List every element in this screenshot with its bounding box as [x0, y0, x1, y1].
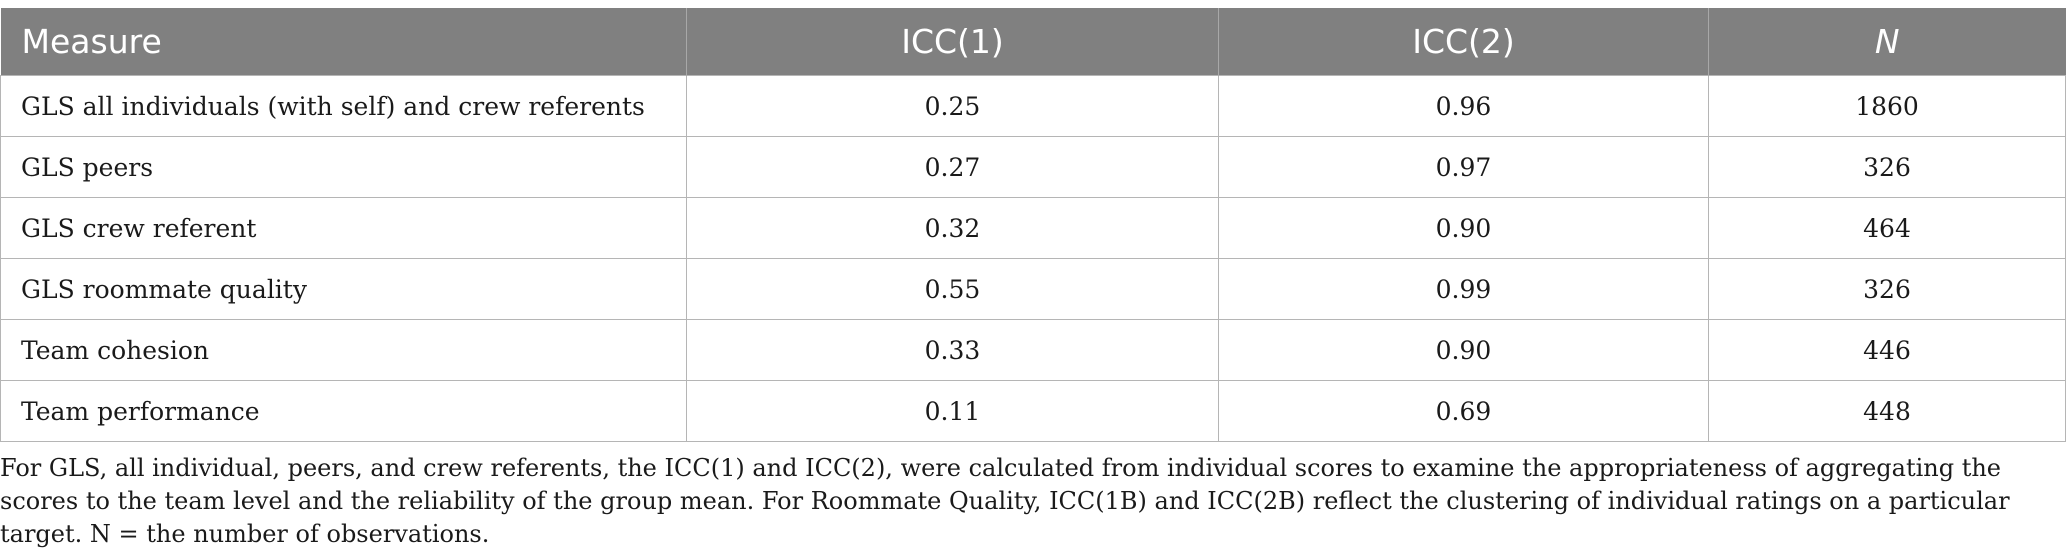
- icc-table: Measure ICC(1) ICC(2) N GLS all individu…: [0, 8, 2066, 442]
- cell-measure: GLS peers: [0, 136, 687, 198]
- cell-icc1: 0.25: [686, 75, 1219, 137]
- cell-n: 326: [1708, 136, 2066, 198]
- column-header-measure: Measure: [0, 8, 687, 76]
- cell-icc2: 0.90: [1218, 319, 1709, 381]
- table-row: GLS all individuals (with self) and crew…: [0, 75, 2066, 137]
- cell-icc1: 0.27: [686, 136, 1219, 198]
- column-header-n: N: [1708, 8, 2066, 76]
- cell-icc1: 0.11: [686, 380, 1219, 442]
- cell-measure: GLS crew referent: [0, 197, 687, 259]
- cell-n: 446: [1708, 319, 2066, 381]
- cell-n: 1860: [1708, 75, 2066, 137]
- cell-n: 326: [1708, 258, 2066, 320]
- table-footnote: For GLS, all individual, peers, and crew…: [0, 454, 2010, 548]
- cell-measure: GLS all individuals (with self) and crew…: [0, 75, 687, 137]
- table-row: GLS crew referent 0.32 0.90 464: [0, 197, 2066, 259]
- cell-icc1: 0.33: [686, 319, 1219, 381]
- cell-icc2: 0.96: [1218, 75, 1709, 137]
- table-body: GLS all individuals (with self) and crew…: [0, 75, 2066, 442]
- table-row: GLS peers 0.27 0.97 326: [0, 136, 2066, 198]
- table-row: GLS roommate quality 0.55 0.99 326: [0, 258, 2066, 320]
- cell-icc2: 0.90: [1218, 197, 1709, 259]
- cell-icc2: 0.69: [1218, 380, 1709, 442]
- cell-icc2: 0.99: [1218, 258, 1709, 320]
- table-row: Team cohesion 0.33 0.90 446: [0, 319, 2066, 381]
- table-container: Measure ICC(1) ICC(2) N GLS all individu…: [0, 8, 2067, 442]
- cell-measure: Team cohesion: [0, 319, 687, 381]
- cell-measure: Team performance: [0, 380, 687, 442]
- cell-icc1: 0.55: [686, 258, 1219, 320]
- cell-n: 464: [1708, 197, 2066, 259]
- table-row: Team performance 0.11 0.69 448: [0, 380, 2066, 442]
- cell-icc2: 0.97: [1218, 136, 1709, 198]
- table-header: Measure ICC(1) ICC(2) N: [0, 8, 2066, 76]
- column-header-icc2: ICC(2): [1218, 8, 1709, 76]
- column-header-icc1: ICC(1): [686, 8, 1219, 76]
- cell-n: 448: [1708, 380, 2066, 442]
- header-row: Measure ICC(1) ICC(2) N: [0, 8, 2066, 76]
- cell-icc1: 0.32: [686, 197, 1219, 259]
- cell-measure: GLS roommate quality: [0, 258, 687, 320]
